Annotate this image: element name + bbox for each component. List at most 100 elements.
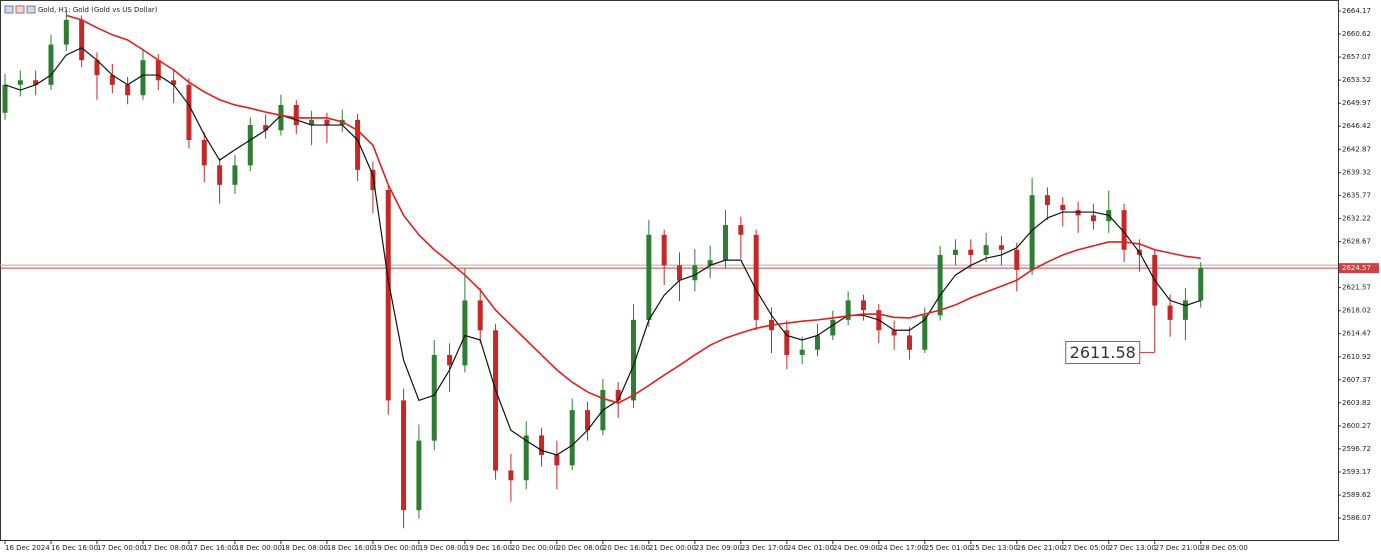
candle-body — [385, 190, 391, 401]
y-tick-label: 2621.57 — [1342, 284, 1371, 292]
candle-body — [661, 234, 667, 266]
y-tick-label: 2589.62 — [1342, 491, 1371, 499]
y-tick-label: 2657.07 — [1342, 53, 1371, 61]
x-tick-label: 20 Dec 08:00 — [557, 544, 604, 552]
x-tick-label: 24 Dec 09:00 — [833, 544, 880, 552]
candle-body — [753, 234, 759, 320]
y-tick-label: 2603.82 — [1342, 399, 1371, 407]
x-tick-label: 27 Dec 05:00 — [1063, 544, 1110, 552]
candle-body — [401, 400, 407, 511]
candle-body — [324, 119, 330, 126]
candle-body — [431, 354, 437, 441]
candle-body — [1060, 204, 1066, 211]
candle-body — [845, 300, 851, 320]
candle-body — [508, 470, 514, 481]
candle-body — [707, 260, 713, 266]
x-tick-label: 23 Dec 09:00 — [695, 544, 742, 552]
candle-body — [646, 234, 652, 320]
x-tick-label: 18 Dec 08:00 — [281, 544, 328, 552]
x-tick-label: 27 Dec 21:00 — [1155, 544, 1202, 552]
x-tick-label: 20 Dec 00:00 — [511, 544, 558, 552]
price-tag-label: 2624.57 — [1342, 264, 1371, 272]
candle-body — [155, 60, 161, 81]
candle-body — [1167, 305, 1173, 320]
candle-body — [94, 60, 100, 76]
candle-body — [1090, 215, 1096, 222]
plot-frame — [0, 0, 1339, 541]
x-tick-label: 18 Dec 16:00 — [327, 544, 374, 552]
candle-body — [17, 80, 23, 85]
candle-body — [33, 80, 39, 85]
candle-body — [171, 80, 177, 85]
icon — [15, 5, 25, 14]
candle-body — [523, 435, 529, 481]
y-tick-label: 2607.37 — [1342, 376, 1371, 384]
candle-body — [738, 225, 744, 235]
candle-body — [1182, 300, 1188, 320]
candle-body — [968, 249, 974, 255]
candle-body — [125, 84, 131, 96]
x-tick-label: 19 Dec 16:00 — [465, 544, 512, 552]
candle-body — [447, 354, 453, 366]
y-tick-label: 2639.32 — [1342, 168, 1371, 176]
candle-body — [278, 104, 284, 131]
candle-body — [937, 254, 943, 316]
annotation-label: 2611.58 — [1070, 343, 1136, 362]
icon — [26, 5, 36, 14]
candle-body — [814, 335, 820, 350]
x-tick-label: 16 Dec 16:00 — [51, 544, 98, 552]
candle-body — [201, 140, 207, 166]
y-tick-label: 2642.87 — [1342, 145, 1371, 153]
candle-body — [493, 330, 499, 471]
price-tag — [1339, 263, 1379, 274]
candle-body — [952, 249, 958, 255]
y-tick-label: 2632.22 — [1342, 214, 1371, 222]
candle-body — [2, 84, 8, 113]
y-tick-label: 2635.77 — [1342, 191, 1371, 199]
y-tick-label: 2586.07 — [1342, 514, 1371, 522]
candle-body — [922, 315, 928, 350]
y-tick-label: 2653.52 — [1342, 76, 1371, 84]
candle-body — [692, 265, 698, 281]
candle-body — [309, 119, 315, 126]
x-tick-label: 25 Dec 13:00 — [971, 544, 1018, 552]
candle-body — [186, 84, 192, 141]
y-tick-label: 2660.62 — [1342, 30, 1371, 38]
y-tick-label: 2596.72 — [1342, 445, 1371, 453]
x-tick-label: 17 Dec 00:00 — [97, 544, 144, 552]
candle-body — [891, 330, 897, 336]
candle-body — [293, 104, 299, 126]
annotation-box — [1065, 340, 1141, 364]
candle-body — [1014, 249, 1020, 270]
candle-body — [247, 125, 253, 166]
icon — [4, 5, 14, 14]
candle-body — [554, 454, 560, 466]
y-tick-label: 2664.17 — [1342, 7, 1371, 15]
x-tick-label: 23 Dec 17:00 — [741, 544, 788, 552]
x-tick-label: 24 Dec 17:00 — [879, 544, 926, 552]
x-tick-label: 17 Dec 08:00 — [143, 544, 190, 552]
candle-body — [48, 44, 54, 85]
x-tick-label: 18 Dec 00:00 — [235, 544, 282, 552]
candle-body — [1121, 210, 1127, 250]
candle-body — [416, 440, 422, 511]
moving-average — [4, 47, 1201, 456]
x-tick-label: 21 Dec 00:00 — [649, 544, 696, 552]
candle-body — [1029, 195, 1035, 270]
candle-body — [906, 335, 912, 350]
candle-body — [615, 390, 621, 401]
candle-body — [631, 319, 637, 401]
moving-average — [66, 14, 1201, 404]
y-tick-label: 2649.97 — [1342, 99, 1371, 107]
candle-body — [569, 410, 575, 466]
candle-body — [677, 265, 683, 281]
candle-body — [799, 349, 805, 355]
y-tick-label: 2618.02 — [1342, 307, 1371, 315]
candle-body — [983, 245, 989, 255]
candle-body — [723, 225, 729, 261]
candle-body — [217, 165, 223, 185]
candle-body — [370, 169, 376, 191]
candle-body — [477, 300, 483, 331]
chart-title: Gold, H1: Gold (Gold vs US Dollar) — [38, 6, 158, 14]
